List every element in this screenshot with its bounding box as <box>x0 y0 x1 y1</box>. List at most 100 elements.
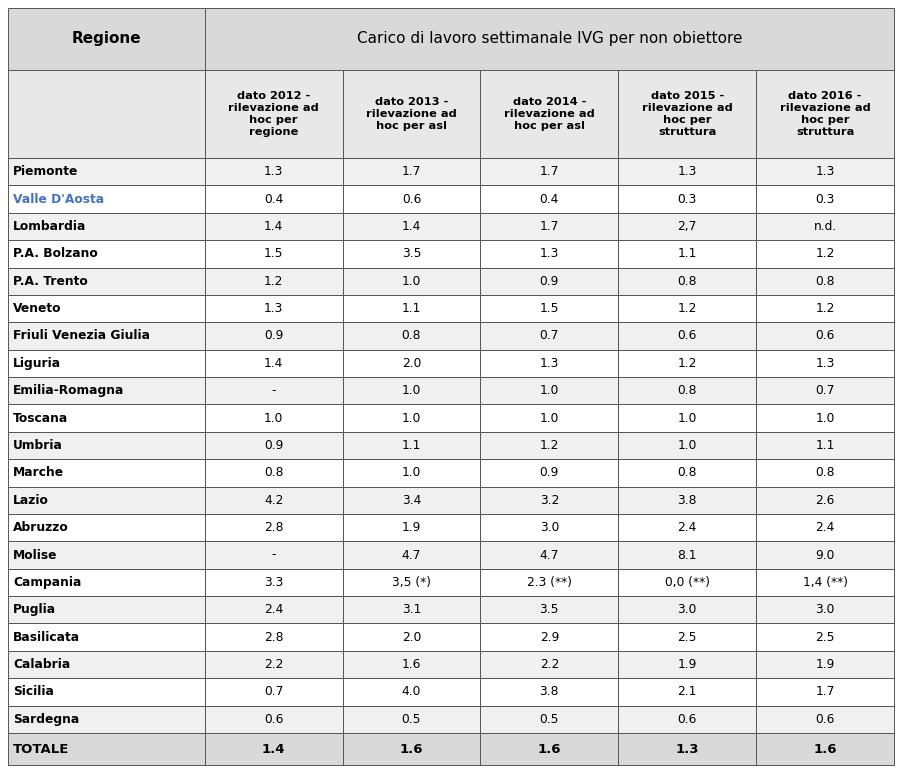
Text: 0.4: 0.4 <box>264 192 283 206</box>
Bar <box>343 186 481 213</box>
Bar <box>8 213 205 240</box>
Bar <box>205 486 343 514</box>
Bar <box>205 569 343 596</box>
Bar <box>481 213 618 240</box>
Text: 0.8: 0.8 <box>401 329 421 342</box>
Bar <box>756 70 894 158</box>
Bar <box>205 70 343 158</box>
Text: 1.6: 1.6 <box>400 743 423 755</box>
Text: 2.1: 2.1 <box>677 686 697 699</box>
Text: 3,5 (*): 3,5 (*) <box>392 576 431 589</box>
Bar <box>618 377 756 404</box>
Bar <box>205 295 343 322</box>
Bar <box>481 349 618 377</box>
Text: 2.5: 2.5 <box>815 631 835 644</box>
Bar <box>343 486 481 514</box>
Text: 0.8: 0.8 <box>815 274 835 288</box>
Bar <box>618 158 756 186</box>
Text: 1.0: 1.0 <box>539 384 559 397</box>
Bar <box>756 596 894 624</box>
Text: 3.0: 3.0 <box>815 603 834 616</box>
Bar <box>618 486 756 514</box>
Text: dato 2014 -
rilevazione ad
hoc per asl: dato 2014 - rilevazione ad hoc per asl <box>504 97 594 131</box>
Text: 1.3: 1.3 <box>815 165 834 179</box>
Text: dato 2016 -
rilevazione ad
hoc per
struttura: dato 2016 - rilevazione ad hoc per strut… <box>779 91 870 137</box>
Text: 1.5: 1.5 <box>539 302 559 315</box>
Text: 0.3: 0.3 <box>815 192 834 206</box>
Text: 1.5: 1.5 <box>264 247 283 261</box>
Text: 1.0: 1.0 <box>677 411 697 424</box>
Text: 0.5: 0.5 <box>401 713 421 726</box>
Bar <box>8 295 205 322</box>
Bar <box>205 514 343 541</box>
Bar <box>481 678 618 706</box>
Text: 1.7: 1.7 <box>539 220 559 233</box>
Bar <box>8 8 205 70</box>
Text: 1.7: 1.7 <box>815 686 834 699</box>
Bar <box>756 322 894 349</box>
Bar <box>756 514 894 541</box>
Text: P.A. Trento: P.A. Trento <box>13 274 87 288</box>
Text: Piemonte: Piemonte <box>13 165 78 179</box>
Bar <box>756 678 894 706</box>
Text: Veneto: Veneto <box>13 302 61 315</box>
Bar <box>205 240 343 267</box>
Bar <box>205 706 343 733</box>
Bar <box>8 706 205 733</box>
Text: 1.2: 1.2 <box>264 274 283 288</box>
Text: 1.3: 1.3 <box>677 165 697 179</box>
Bar <box>205 678 343 706</box>
Text: 0.9: 0.9 <box>264 439 283 452</box>
Text: 1.9: 1.9 <box>401 521 421 534</box>
Text: 1.0: 1.0 <box>401 384 421 397</box>
Bar <box>205 651 343 678</box>
Bar <box>481 596 618 624</box>
Text: Valle D'Aosta: Valle D'Aosta <box>13 192 104 206</box>
Bar <box>481 514 618 541</box>
Text: 1.4: 1.4 <box>264 357 283 369</box>
Bar <box>205 349 343 377</box>
Text: 4.7: 4.7 <box>539 549 559 561</box>
Bar <box>343 624 481 651</box>
Bar <box>618 569 756 596</box>
Text: 1.2: 1.2 <box>539 439 559 452</box>
Text: 0.8: 0.8 <box>815 466 835 479</box>
Bar <box>618 349 756 377</box>
Text: TOTALE: TOTALE <box>13 743 69 755</box>
Text: -: - <box>272 549 276 561</box>
Bar <box>343 678 481 706</box>
Bar <box>8 322 205 349</box>
Bar <box>756 240 894 267</box>
Text: 1.3: 1.3 <box>264 302 283 315</box>
Bar <box>618 678 756 706</box>
Bar <box>8 349 205 377</box>
Text: Toscana: Toscana <box>13 411 69 424</box>
Bar <box>8 186 205 213</box>
Bar <box>618 267 756 295</box>
Text: 3.0: 3.0 <box>677 603 697 616</box>
Bar <box>8 459 205 486</box>
Text: dato 2012 -
rilevazione ad
hoc per
regione: dato 2012 - rilevazione ad hoc per regio… <box>228 91 319 137</box>
Bar <box>756 295 894 322</box>
Text: 1.3: 1.3 <box>264 165 283 179</box>
Text: 2.2: 2.2 <box>264 658 283 671</box>
Bar <box>8 404 205 432</box>
Bar <box>205 596 343 624</box>
Bar <box>481 541 618 569</box>
Bar <box>205 8 894 70</box>
Text: Lombardia: Lombardia <box>13 220 87 233</box>
Text: 1.4: 1.4 <box>262 743 285 755</box>
Bar <box>618 624 756 651</box>
Text: 1,4 (**): 1,4 (**) <box>803 576 848 589</box>
Text: 1.1: 1.1 <box>677 247 697 261</box>
Bar <box>8 569 205 596</box>
Text: 0.8: 0.8 <box>264 466 283 479</box>
Text: 0.6: 0.6 <box>677 713 697 726</box>
Bar <box>8 158 205 186</box>
Text: 1.3: 1.3 <box>815 357 834 369</box>
Bar <box>756 267 894 295</box>
Text: 1.0: 1.0 <box>677 439 697 452</box>
Bar <box>618 432 756 459</box>
Bar <box>8 267 205 295</box>
Text: 1.1: 1.1 <box>401 302 421 315</box>
